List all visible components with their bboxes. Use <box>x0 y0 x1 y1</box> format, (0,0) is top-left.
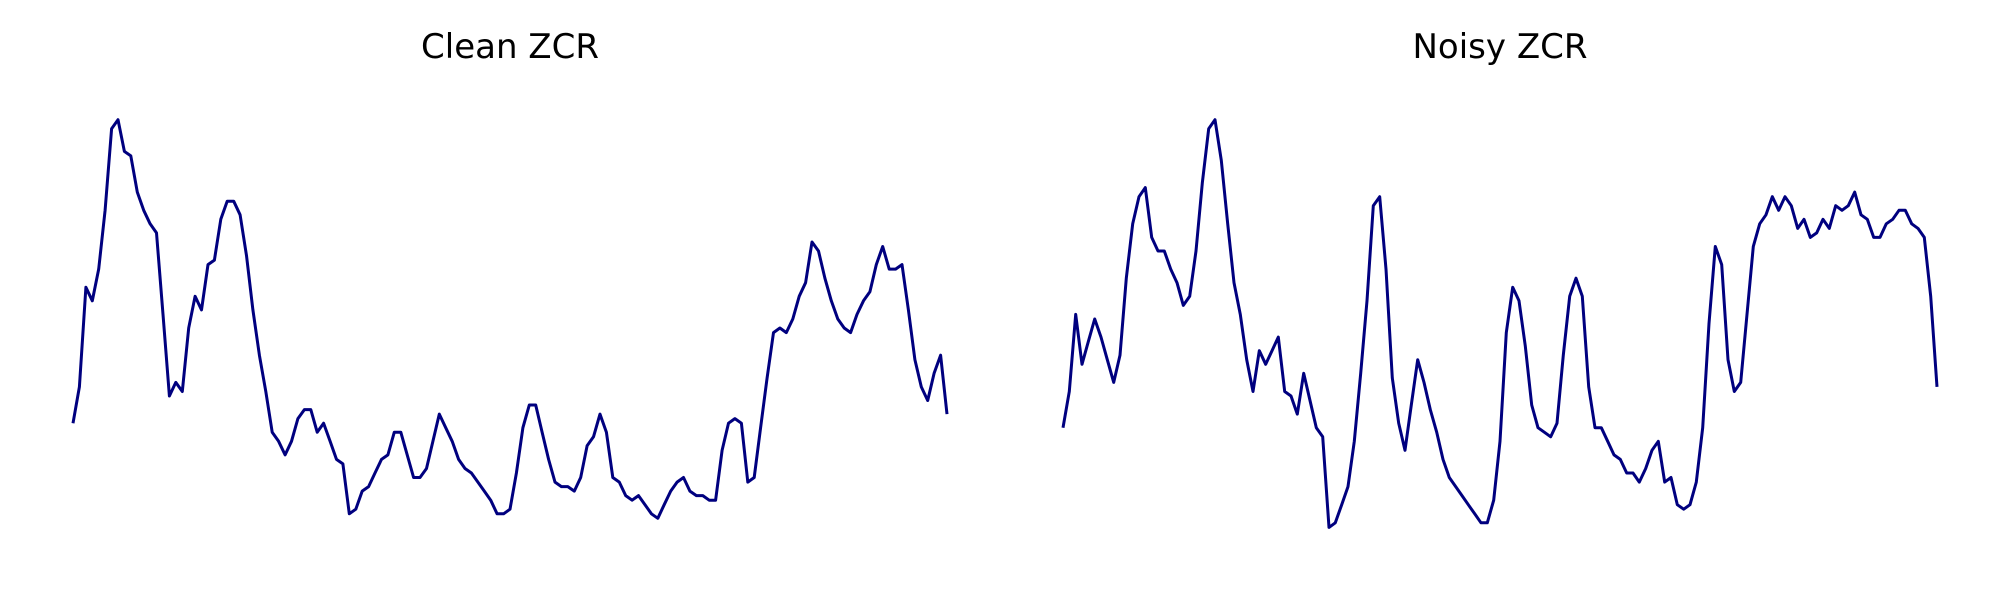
clean-zcr-line <box>71 118 949 520</box>
chart-noisy-zcr: Noisy ZCR <box>1061 27 1939 529</box>
chart-clean-zcr: Clean ZCR <box>71 27 949 520</box>
noisy-zcr-line <box>1061 118 1939 529</box>
chart-title: Noisy ZCR <box>1413 27 1588 67</box>
chart-title: Clean ZCR <box>421 27 599 67</box>
